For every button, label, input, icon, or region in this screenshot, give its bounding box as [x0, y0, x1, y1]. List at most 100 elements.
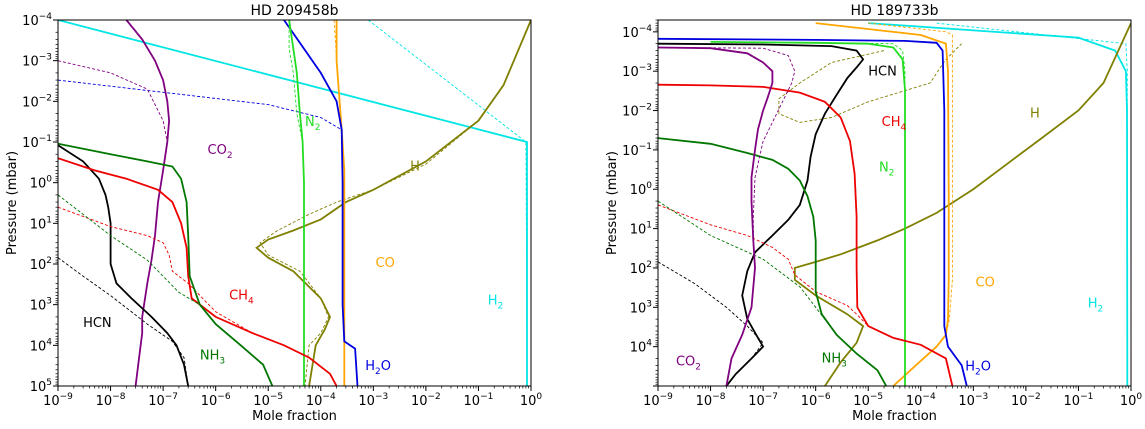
x-tick-label: 10−3: [358, 392, 388, 409]
x-tick-label: 10−4: [906, 392, 936, 409]
y-tick-label: 10−4: [622, 24, 652, 41]
series-solid-CO2: [125, 20, 171, 386]
series-label-CO2: CO2: [676, 354, 701, 372]
series-label-H2O: H2O: [365, 359, 391, 377]
series-label-HCN: HCN: [83, 316, 112, 331]
x-tick-label: 10−2: [411, 392, 441, 409]
series-dashed-H: [794, 22, 1131, 386]
x-tick-label: 10−9: [643, 392, 673, 409]
series-dashed-CH4: [658, 204, 953, 386]
series-solid-H: [255, 20, 531, 386]
y-axis: 10−4 10−3 10−2 10−1 100 101 102 103 104: [622, 19, 658, 387]
series-solid-CO: [335, 20, 346, 386]
y-axis-label: Pressure (mbar): [5, 151, 20, 255]
x-tick-label: 10−2: [1011, 392, 1041, 409]
series-solid-N2: [288, 20, 305, 386]
series-label-HCN: HCN: [868, 65, 897, 80]
series-solid-H2: [868, 22, 1129, 386]
series-label-H2: H2: [488, 294, 504, 312]
series-label-NH3: NH3: [200, 348, 225, 366]
series-solid-H2O: [283, 20, 359, 386]
y-tick-label: 103: [630, 299, 652, 316]
x-axis-label: Mole fraction: [852, 409, 937, 424]
series-dashed-CO2: [658, 47, 796, 386]
y-tick-label: 104: [630, 339, 653, 356]
axes-frame: [57, 19, 532, 387]
plot-area: [58, 20, 531, 386]
series-label-CH4: CH4: [882, 115, 907, 133]
series-label-H: H: [1030, 106, 1040, 121]
series-dashed-N2: [288, 20, 305, 386]
x-tick-label: 10−1: [1064, 392, 1094, 409]
panel-1: 10−9 10−8 10−7 10−6 10−5 10−4 10−3 10−2 10−1 1001…: [5, 3, 542, 424]
x-tick-label: 10−5: [853, 392, 883, 409]
x-tick-label: 10−8: [696, 392, 726, 409]
y-tick-label: 105: [30, 378, 52, 395]
series-dashed-N2: [710, 41, 906, 386]
y-tick-label: 10−2: [622, 103, 652, 120]
y-tick-label: 102: [630, 260, 652, 277]
x-tick-label: 100: [1120, 392, 1143, 409]
series-label-CO: CO: [376, 256, 395, 271]
series-label-NH3: NH3: [822, 351, 847, 369]
x-tick-label: 10−7: [748, 392, 778, 409]
x-tick-label: 10−6: [801, 392, 831, 409]
series-solid-CH4: [658, 83, 954, 386]
y-tick-label: 103: [30, 297, 52, 314]
series-dashed-HCN: [58, 257, 189, 386]
series-dashed-CO2: [58, 60, 168, 386]
y-axis: 10−4 10−3 10−2 10−1 100 101 102 103 104 105: [22, 12, 58, 395]
y-tick-label: 101: [30, 215, 52, 232]
x-tick-label: 10−5: [253, 392, 283, 409]
x-tick-label: 10−4: [306, 392, 336, 409]
series-label-CO2: CO2: [208, 143, 233, 161]
series-solid-NH3: [658, 137, 887, 386]
series-dashed-HCN: [658, 261, 764, 386]
series-solid-NH3: [58, 142, 274, 386]
y-tick-label: 100: [30, 175, 53, 192]
y-tick-label: 10−2: [22, 93, 52, 110]
x-axis: 10−9 10−8 10−7 10−6 10−5 10−4 10−3 10−2 10−1 100: [43, 386, 542, 409]
series-solid-N2: [710, 41, 906, 386]
series-solid-CO: [815, 22, 950, 386]
series-dashed-H2O: [283, 20, 358, 386]
series-label-CH4: CH4: [229, 289, 254, 307]
chart-title: HD 209458b: [250, 3, 338, 19]
x-tick-label: 10−9: [43, 392, 73, 409]
series-label-H2O: H2O: [965, 359, 991, 377]
x-tick-label: 10−1: [464, 392, 494, 409]
series-solid-CO2: [658, 46, 774, 386]
y-tick-label: 102: [30, 256, 52, 273]
x-axis-label: Mole fraction: [252, 409, 337, 424]
series-solid-HCN: [658, 42, 865, 386]
series-dashed-H-dashed-upper: [778, 43, 963, 123]
y-tick-label: 10−4: [22, 12, 52, 29]
y-tick-label: 10−3: [622, 63, 652, 80]
x-tick-label: 10−6: [201, 392, 231, 409]
x-axis: 10−9 10−8 10−7 10−6 10−5 10−4 10−3 10−2 10−1 100: [643, 386, 1142, 409]
axes-frame: [657, 19, 1132, 387]
panel-2: 10−9 10−8 10−7 10−6 10−5 10−4 10−3 10−2 10−1 1001…: [605, 3, 1142, 424]
series-dashed-H2: [936, 22, 1128, 386]
plot-area: [658, 22, 1131, 386]
series-dashed-H: [259, 20, 531, 386]
series-label-H2: H2: [1088, 296, 1104, 314]
x-tick-label: 10−7: [148, 392, 178, 409]
series-label-CO: CO: [976, 276, 995, 291]
series-dashed-H2: [367, 20, 528, 386]
series-solid-H2: [58, 20, 528, 386]
y-tick-label: 104: [30, 337, 53, 354]
y-tick-label: 10−3: [22, 53, 52, 70]
y-tick-label: 10−1: [22, 134, 52, 151]
chart-title: HD 189733b: [850, 3, 938, 19]
x-tick-label: 10−3: [958, 392, 988, 409]
y-tick-label: 101: [630, 221, 652, 238]
y-tick-label: 10−1: [622, 142, 652, 159]
series-solid-H2O: [658, 37, 968, 386]
series-solid-CH4: [58, 157, 338, 386]
x-tick-label: 10−8: [96, 392, 126, 409]
series-label-H: H: [410, 159, 420, 174]
y-tick-label: 100: [630, 181, 653, 198]
series-solid-HCN: [58, 144, 190, 386]
